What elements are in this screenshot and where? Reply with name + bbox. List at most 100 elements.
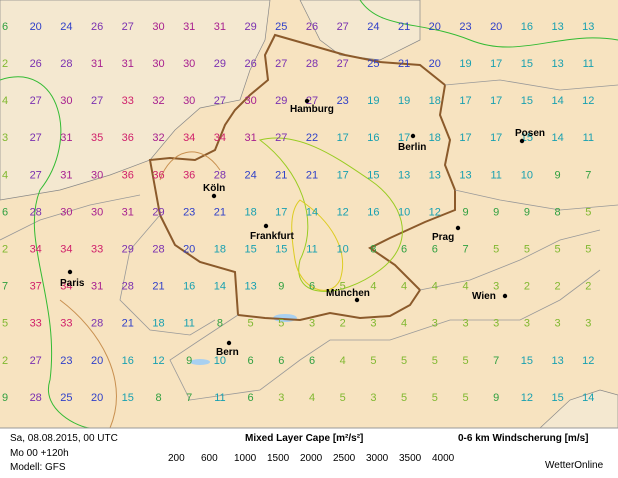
shear-value: 15 xyxy=(521,355,533,367)
shear-value: 9 xyxy=(186,355,192,367)
shear-value: 23 xyxy=(183,206,195,218)
shear-value: 14 xyxy=(214,281,226,293)
shear-value: 21 xyxy=(398,21,410,33)
shear-value: 24 xyxy=(244,169,256,181)
shear-value: 2 xyxy=(555,281,561,293)
shear-value: 27 xyxy=(91,95,103,107)
shear-value: 6 xyxy=(432,244,438,256)
shear-value: 5 xyxy=(432,355,438,367)
shear-value: 3 xyxy=(585,318,591,330)
shear-value: 33 xyxy=(60,318,72,330)
shear-value: 28 xyxy=(60,58,72,70)
legend-level: 200 xyxy=(168,453,185,464)
shear-value: 20 xyxy=(490,21,502,33)
legend-level: 2500 xyxy=(333,453,356,464)
shear-value: 24 xyxy=(60,21,72,33)
shear-title: 0-6 km Windscherung [m/s] xyxy=(458,433,589,444)
city-label: München xyxy=(326,288,370,299)
shear-value: 30 xyxy=(60,95,72,107)
shear-value: 28 xyxy=(152,244,164,256)
shear-value: 9 xyxy=(278,281,284,293)
shear-value: 8 xyxy=(217,318,223,330)
shear-value: 16 xyxy=(367,206,379,218)
shear-value: 2 xyxy=(340,318,346,330)
cape-contour xyxy=(59,151,221,429)
city-dot xyxy=(304,98,310,104)
run: Mo 00 +120h xyxy=(10,448,69,459)
legend-level: 1500 xyxy=(267,453,290,464)
legend-level: 600 xyxy=(201,453,218,464)
city-dot xyxy=(67,269,73,275)
shear-value: 27 xyxy=(122,21,134,33)
shear-value: 12 xyxy=(582,95,594,107)
shear-value: 37 xyxy=(30,281,42,293)
shear-value: 27 xyxy=(275,58,287,70)
shear-value: 33 xyxy=(30,318,42,330)
shear-value: 4 xyxy=(401,281,407,293)
shear-value: 29 xyxy=(122,244,134,256)
city-label: Paris xyxy=(60,278,85,289)
shear-value: 3 xyxy=(493,318,499,330)
shear-value: 5 xyxy=(401,355,407,367)
shear-value: 27 xyxy=(30,132,42,144)
shear-value: 30 xyxy=(91,206,103,218)
shear-value: 17 xyxy=(337,132,349,144)
shear-value: 10 xyxy=(398,206,410,218)
city-label: Berlin xyxy=(398,142,426,153)
shear-value: 26 xyxy=(306,21,318,33)
shear-value: 13 xyxy=(551,355,563,367)
shear-value: 23 xyxy=(459,21,471,33)
shear-value: 9 xyxy=(493,206,499,218)
shear-value: 10 xyxy=(214,355,226,367)
shear-value: 34 xyxy=(30,244,42,256)
shear-value: 8 xyxy=(155,392,161,404)
shear-value: 5 xyxy=(585,244,591,256)
shear-value: 13 xyxy=(551,58,563,70)
cape-contour xyxy=(291,199,344,291)
shear-value: 5 xyxy=(524,244,530,256)
shear-value: 15 xyxy=(367,169,379,181)
shear-value: 35 xyxy=(91,132,103,144)
model: Modell: GFS xyxy=(10,462,66,473)
shear-value: 2 xyxy=(2,355,8,367)
shear-value: 28 xyxy=(214,169,226,181)
shear-value: 15 xyxy=(122,392,134,404)
shear-value: 12 xyxy=(582,355,594,367)
city-dot xyxy=(263,223,269,229)
shear-value: 15 xyxy=(521,58,533,70)
shear-value: 7 xyxy=(2,281,8,293)
shear-value: 3 xyxy=(370,318,376,330)
shear-value: 4 xyxy=(340,355,346,367)
shear-value: 4 xyxy=(462,281,468,293)
sea xyxy=(0,0,271,201)
shear-value: 7 xyxy=(186,392,192,404)
shear-value: 4 xyxy=(432,281,438,293)
shear-value: 23 xyxy=(337,95,349,107)
shear-value: 9 xyxy=(493,392,499,404)
shear-value: 16 xyxy=(183,281,195,293)
shear-value: 15 xyxy=(551,392,563,404)
shear-value: 36 xyxy=(122,132,134,144)
shear-value: 18 xyxy=(429,95,441,107)
shear-value: 16 xyxy=(521,21,533,33)
shear-value: 2 xyxy=(2,58,8,70)
cape-contour xyxy=(359,0,618,48)
shear-value: 18 xyxy=(152,318,164,330)
shear-value: 32 xyxy=(152,132,164,144)
shear-value: 26 xyxy=(244,58,256,70)
shear-value: 13 xyxy=(398,169,410,181)
shear-value: 36 xyxy=(122,169,134,181)
shear-value: 21 xyxy=(306,169,318,181)
shear-value: 30 xyxy=(152,21,164,33)
shear-value: 9 xyxy=(462,206,468,218)
shear-value: 31 xyxy=(60,132,72,144)
shear-value: 17 xyxy=(398,132,410,144)
city-label: Wien xyxy=(472,291,496,302)
shear-value: 5 xyxy=(432,392,438,404)
shear-value: 28 xyxy=(91,318,103,330)
shear-value: 34 xyxy=(183,132,195,144)
city-dot xyxy=(502,293,508,299)
shear-value: 14 xyxy=(582,392,594,404)
shear-value: 13 xyxy=(244,281,256,293)
shear-value: 33 xyxy=(122,95,134,107)
